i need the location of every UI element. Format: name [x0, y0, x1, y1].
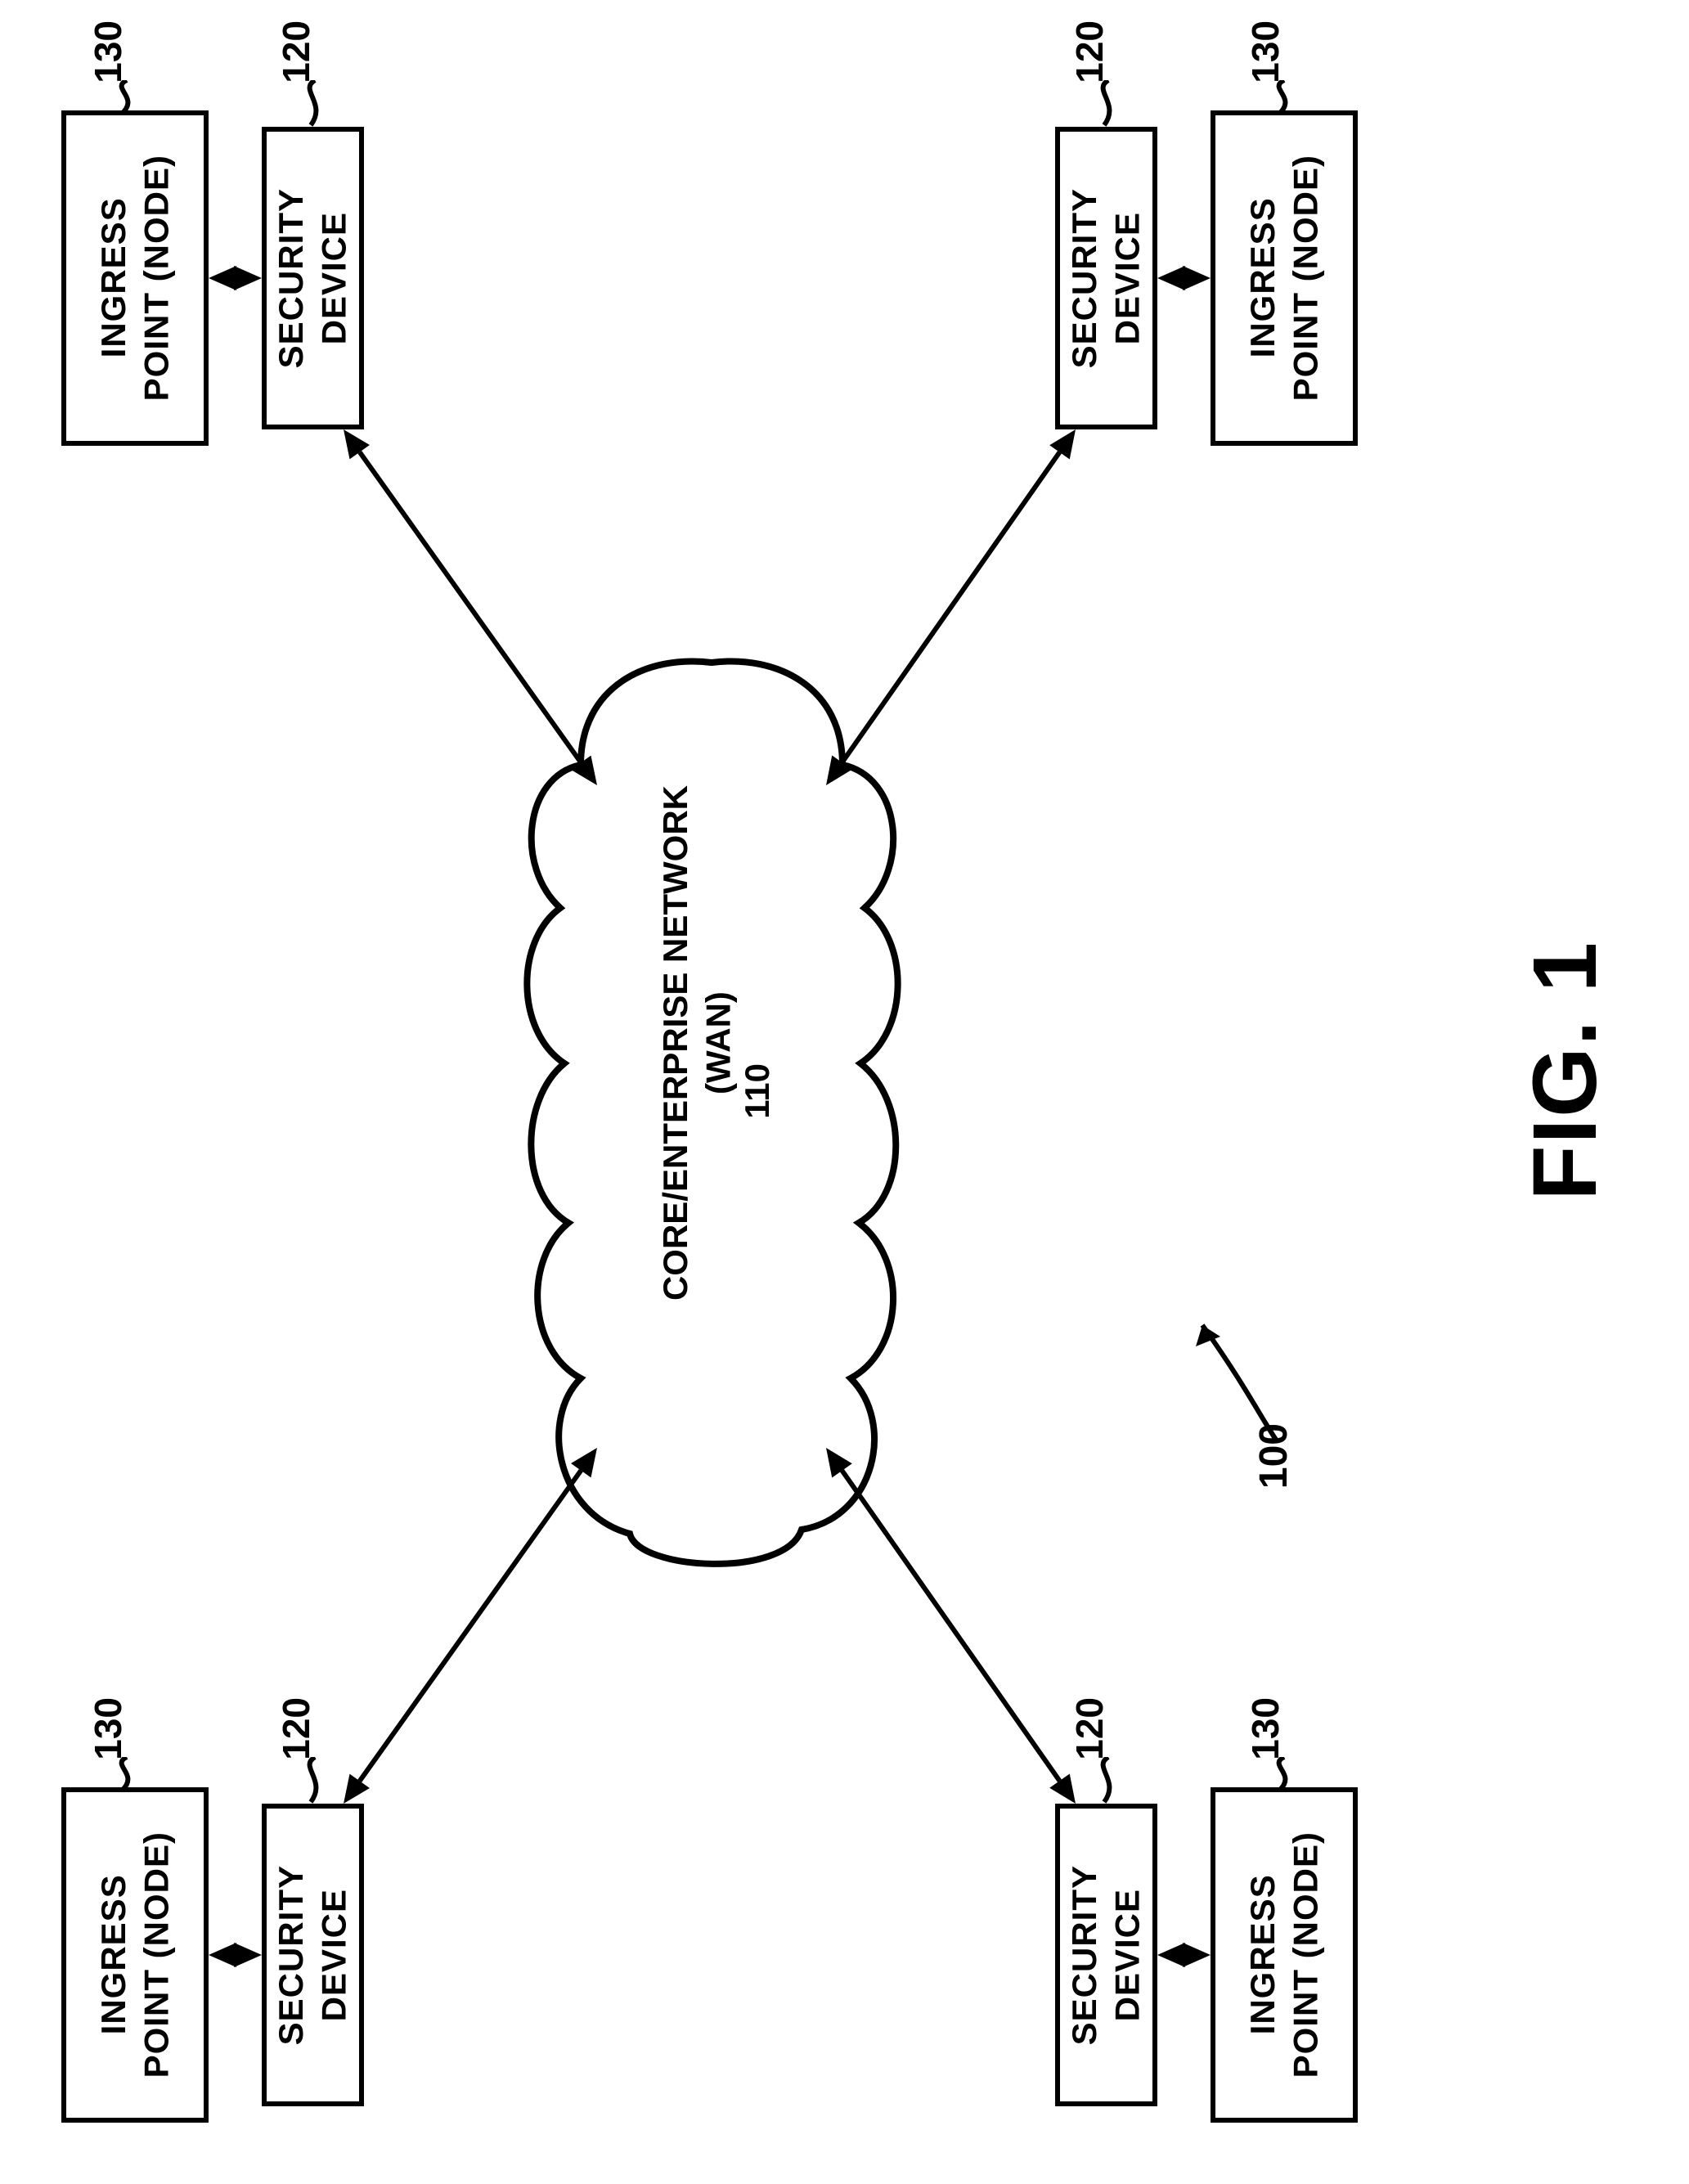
- connectors: [0, 0, 1689, 2184]
- diagram-canvas: CORE/ENTERPRISE NETWORK (WAN) 110 INGRES…: [0, 0, 1689, 2184]
- figure-label: FIG. 1: [1513, 941, 1617, 1201]
- lead-100: [1194, 1309, 1300, 1440]
